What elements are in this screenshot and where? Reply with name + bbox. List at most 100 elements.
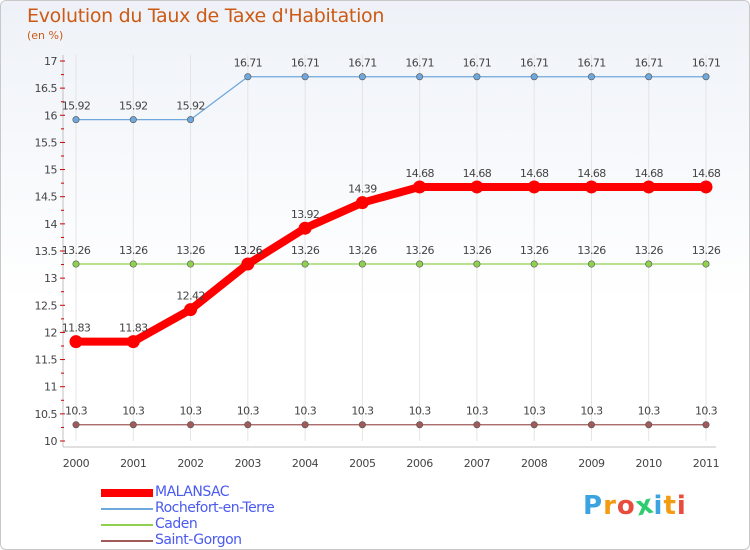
data-point <box>645 421 653 429</box>
data-label: 16.71 <box>692 57 721 70</box>
data-point <box>301 260 309 268</box>
data-point <box>187 260 195 268</box>
data-label: 13.26 <box>119 244 148 257</box>
data-label: 14.68 <box>577 167 606 180</box>
data-point <box>473 73 481 81</box>
data-label: 14.39 <box>348 183 377 196</box>
data-point <box>645 73 653 81</box>
data-point <box>358 421 366 429</box>
x-tick-label: 2001 <box>120 457 146 470</box>
y-tick-label: 11.5 <box>35 354 58 367</box>
logo-letter: i <box>653 491 664 521</box>
x-tick-label: 2004 <box>292 457 319 470</box>
x-tick-label: 2010 <box>636 457 663 470</box>
data-label: 16.71 <box>634 57 663 70</box>
data-point <box>184 303 198 317</box>
data-point <box>416 421 424 429</box>
data-point <box>358 260 366 268</box>
x-tick-label: 2011 <box>693 457 719 470</box>
data-point <box>527 180 541 194</box>
data-point <box>416 73 424 81</box>
data-label: 14.68 <box>520 167 549 180</box>
legend-label: MALANSAC <box>155 484 230 500</box>
y-tick-label: 15 <box>44 164 57 177</box>
data-point <box>473 421 481 429</box>
data-label: 14.68 <box>692 167 721 180</box>
data-point <box>699 180 713 194</box>
data-label: 14.68 <box>405 167 434 180</box>
data-point <box>187 421 195 429</box>
data-point <box>416 260 424 268</box>
data-point <box>587 421 595 429</box>
series-line-rochefort-en-terre <box>75 76 707 121</box>
data-label: 10.3 <box>580 405 603 418</box>
data-label: 13.26 <box>577 244 606 257</box>
data-point <box>244 73 252 81</box>
data-label: 10.3 <box>638 405 661 418</box>
logo-letter: r <box>603 491 617 521</box>
x-tick-label: 2009 <box>578 457 605 470</box>
data-point <box>470 180 484 194</box>
legend-swatch <box>101 508 153 510</box>
data-point <box>702 421 710 429</box>
y-tick-label: 16.5 <box>35 82 58 95</box>
logo-letter: i <box>676 491 687 521</box>
data-label: 10.3 <box>294 405 317 418</box>
data-point <box>530 260 538 268</box>
data-point <box>473 260 481 268</box>
data-label: 13.26 <box>176 244 205 257</box>
data-label: 12.42 <box>176 290 205 303</box>
legend-label: Caden <box>155 516 198 532</box>
legend-label: Rochefort-en-Terre <box>155 500 275 516</box>
y-tick-label: 13.5 <box>35 245 58 258</box>
data-point <box>72 421 80 429</box>
data-point <box>69 335 83 349</box>
data-label: 11.83 <box>119 322 148 335</box>
data-label: 11.83 <box>62 322 91 335</box>
data-label: 13.26 <box>405 244 434 257</box>
legend-label: Saint-Gorgon <box>155 532 242 548</box>
legend-swatch <box>101 524 153 526</box>
data-point <box>129 116 137 124</box>
data-label: 15.92 <box>176 100 205 113</box>
y-tick-label: 16 <box>44 109 57 122</box>
y-tick-label: 11 <box>44 381 57 394</box>
data-point <box>587 73 595 81</box>
data-point <box>413 180 427 194</box>
chart-subtitle: (en %) <box>27 29 64 42</box>
data-point <box>244 421 252 429</box>
logo-letter: t <box>663 491 677 521</box>
data-label: 10.3 <box>122 405 145 418</box>
data-label: 16.71 <box>577 57 606 70</box>
data-label: 13.26 <box>348 244 377 257</box>
y-tick-label: 17 <box>44 55 57 68</box>
data-label: 13.26 <box>520 244 549 257</box>
x-tick-label: 2007 <box>464 457 491 470</box>
data-label: 10.3 <box>695 405 718 418</box>
data-point <box>72 116 80 124</box>
data-label: 16.71 <box>234 57 263 70</box>
data-label: 15.92 <box>119 100 148 113</box>
data-point <box>187 116 195 124</box>
data-label: 10.3 <box>351 405 374 418</box>
data-point <box>298 221 312 235</box>
legend-swatch <box>101 489 153 497</box>
y-tick-label: 12.5 <box>35 299 58 312</box>
data-label: 10.3 <box>409 405 432 418</box>
x-tick-label: 2008 <box>521 457 548 470</box>
data-point <box>301 421 309 429</box>
x-tick-label: 2002 <box>177 457 203 470</box>
data-point <box>645 260 653 268</box>
data-point <box>530 421 538 429</box>
data-label: 14.68 <box>463 167 492 180</box>
logo-letter: P <box>583 491 604 521</box>
data-point <box>129 421 137 429</box>
proxiti-logo: Proxiti <box>583 489 687 522</box>
data-label: 13.92 <box>291 208 320 221</box>
y-tick-label: 13 <box>44 272 57 285</box>
data-point <box>72 260 80 268</box>
data-label: 13.26 <box>634 244 663 257</box>
data-point <box>355 196 369 210</box>
data-label: 13.26 <box>692 244 721 257</box>
